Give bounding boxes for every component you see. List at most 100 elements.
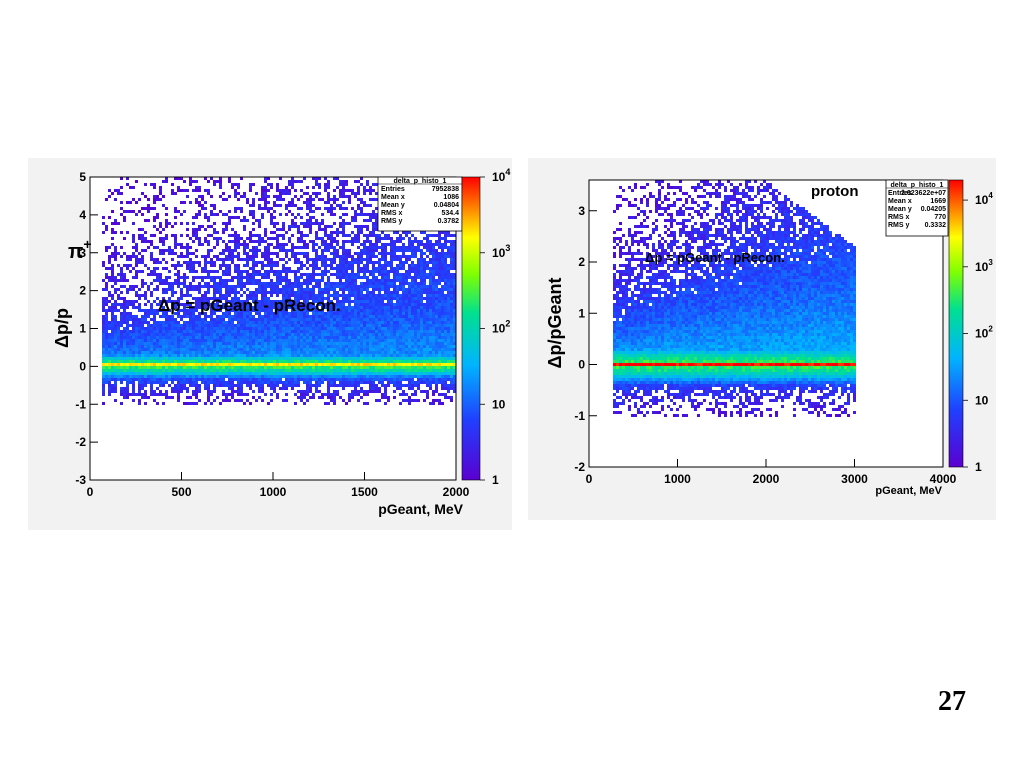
heatmap-cell bbox=[144, 264, 147, 267]
heatmap-cell bbox=[246, 393, 249, 396]
heatmap-cell bbox=[135, 318, 138, 321]
heatmap-cell bbox=[186, 336, 189, 339]
heatmap-cell bbox=[162, 369, 165, 372]
heatmap-cell bbox=[222, 252, 225, 255]
heatmap-cell bbox=[267, 372, 270, 375]
heatmap-cell bbox=[318, 225, 321, 228]
heatmap-cell bbox=[345, 240, 348, 243]
heatmap-cell bbox=[369, 249, 372, 252]
heatmap-cell bbox=[279, 228, 282, 231]
heatmap-cell bbox=[363, 372, 366, 375]
heatmap-cell bbox=[348, 273, 351, 276]
heatmap-cell bbox=[387, 345, 390, 348]
heatmap-cell bbox=[309, 354, 312, 357]
heatmap-cell bbox=[123, 273, 126, 276]
heatmap-cell bbox=[222, 378, 225, 381]
heatmap-cell bbox=[162, 363, 165, 366]
heatmap-cell bbox=[273, 342, 276, 345]
heatmap-cell bbox=[288, 351, 291, 354]
heatmap-cell bbox=[168, 363, 171, 366]
heatmap-cell bbox=[228, 288, 231, 291]
heatmap-cell bbox=[213, 369, 216, 372]
heatmap-cell bbox=[228, 234, 231, 237]
heatmap-cell bbox=[153, 279, 156, 282]
heatmap-cell bbox=[153, 309, 156, 312]
heatmap-cell bbox=[381, 270, 384, 273]
heatmap-cell bbox=[273, 327, 276, 330]
heatmap-cell bbox=[312, 261, 315, 264]
heatmap-cell bbox=[276, 372, 279, 375]
heatmap-cell bbox=[288, 228, 291, 231]
heatmap-cell bbox=[252, 372, 255, 375]
heatmap-cell bbox=[312, 327, 315, 330]
heatmap-cell bbox=[138, 252, 141, 255]
heatmap-cell bbox=[393, 351, 396, 354]
heatmap-cell bbox=[192, 279, 195, 282]
heatmap-cell bbox=[138, 360, 141, 363]
heatmap-cell bbox=[168, 369, 171, 372]
heatmap-cell bbox=[279, 192, 282, 195]
heatmap-cell bbox=[381, 294, 384, 297]
heatmap-cell bbox=[378, 360, 381, 363]
heatmap-cell bbox=[378, 339, 381, 342]
heatmap-cell bbox=[228, 363, 231, 366]
heatmap-cell bbox=[318, 282, 321, 285]
heatmap-cell bbox=[249, 297, 252, 300]
heatmap-cell bbox=[237, 183, 240, 186]
heatmap-cell bbox=[300, 372, 303, 375]
heatmap-cell bbox=[312, 351, 315, 354]
heatmap-cell bbox=[204, 333, 207, 336]
heatmap-cell bbox=[264, 264, 267, 267]
heatmap-cell bbox=[207, 372, 210, 375]
heatmap-cell bbox=[324, 333, 327, 336]
heatmap-cell bbox=[342, 345, 345, 348]
heatmap-cell bbox=[354, 297, 357, 300]
heatmap-cell bbox=[225, 369, 228, 372]
heatmap-cell bbox=[303, 366, 306, 369]
heatmap-cell bbox=[330, 246, 333, 249]
heatmap-cell bbox=[258, 219, 261, 222]
heatmap-cell bbox=[165, 303, 168, 306]
heatmap-cell bbox=[204, 177, 207, 180]
heatmap-cell bbox=[120, 375, 123, 378]
heatmap-cell bbox=[270, 294, 273, 297]
heatmap-cell bbox=[261, 264, 264, 267]
heatmap-cell bbox=[288, 312, 291, 315]
heatmap-cell bbox=[327, 378, 330, 381]
heatmap-cell bbox=[396, 330, 399, 333]
heatmap-cell bbox=[282, 270, 285, 273]
heatmap-cell bbox=[102, 366, 105, 369]
heatmap-cell bbox=[255, 270, 258, 273]
heatmap-cell bbox=[315, 264, 318, 267]
heatmap-cell bbox=[324, 369, 327, 372]
heatmap-cell bbox=[276, 294, 279, 297]
heatmap-cell bbox=[393, 366, 396, 369]
heatmap-cell bbox=[213, 399, 216, 402]
heatmap-cell bbox=[156, 279, 159, 282]
heatmap-cell bbox=[276, 291, 279, 294]
heatmap-cell bbox=[102, 381, 105, 384]
heatmap-cell bbox=[180, 366, 183, 369]
heatmap-cell bbox=[378, 315, 381, 318]
heatmap-cell bbox=[243, 363, 246, 366]
heatmap-cell bbox=[336, 351, 339, 354]
heatmap-cell bbox=[369, 321, 372, 324]
heatmap-cell bbox=[363, 219, 366, 222]
heatmap-cell bbox=[366, 255, 369, 258]
heatmap-cell bbox=[387, 306, 390, 309]
heatmap-cell bbox=[360, 225, 363, 228]
heatmap-cell bbox=[201, 270, 204, 273]
heatmap-cell bbox=[201, 303, 204, 306]
heatmap-cell bbox=[303, 291, 306, 294]
heatmap-cell bbox=[258, 330, 261, 333]
heatmap-cell bbox=[369, 324, 372, 327]
heatmap-cell bbox=[339, 216, 342, 219]
heatmap-cell bbox=[294, 339, 297, 342]
heatmap-cell bbox=[204, 381, 207, 384]
heatmap-cell bbox=[228, 306, 231, 309]
heatmap-cell bbox=[117, 333, 120, 336]
heatmap-cell bbox=[171, 249, 174, 252]
heatmap-cell bbox=[303, 390, 306, 393]
heatmap-cell bbox=[390, 372, 393, 375]
heatmap-cell bbox=[285, 300, 288, 303]
